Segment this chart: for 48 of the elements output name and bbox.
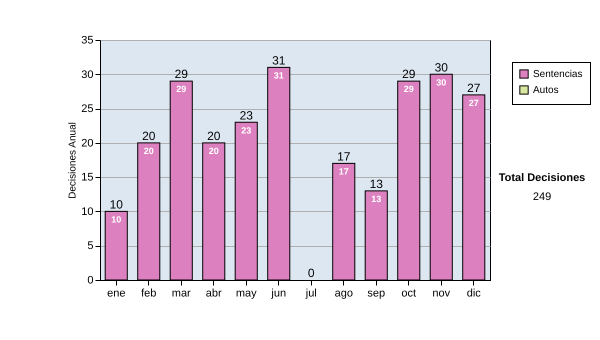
total-label: 20 [207,128,221,143]
data-label: 20 [208,146,219,156]
text: Total Decisiones [498,172,586,184]
x-tick-label: feb [141,288,156,300]
x-tick-label: jun [270,288,286,300]
data-label: 29 [404,84,414,94]
total-label: 13 [370,176,384,191]
y-tick-label: 25 [81,103,94,116]
text: 249 [532,191,552,203]
y-tick-label: 0 [87,274,94,286]
x-tick-label: ago [334,288,353,300]
y-tick-label: 15 [81,172,94,184]
x-tick-label: dic [466,288,482,300]
total-label: 20 [142,128,156,143]
data-label: 30 [436,77,446,88]
total-label: 30 [434,60,448,74]
total-label: 23 [240,108,254,122]
x-tick-label: abr [206,288,222,300]
total-label: 29 [174,67,188,82]
data-label: 31 [274,70,284,80]
total-label: 0 [308,266,315,280]
total-label: 27 [467,80,481,95]
data-label: 13 [371,194,382,204]
legend-label: Sentencias [533,69,582,80]
total-label: 31 [272,53,286,68]
data-label: 29 [176,84,186,94]
y-axis-title: Decisiones Anual [67,122,78,199]
data-label: 23 [241,125,252,136]
total-label: 10 [110,197,124,212]
data-label: 17 [338,166,349,176]
x-tick-label: sep [367,288,386,300]
x-tick-label: nov [432,288,451,300]
x-tick-label: mar [172,288,192,300]
total-label: 29 [402,67,416,82]
total-label: 17 [337,149,351,164]
x-tick-label: ene [107,288,126,300]
data-label: 20 [144,146,154,156]
y-tick-label: 30 [81,68,94,81]
y-tick-label: 5 [87,240,94,252]
legend-label: Autos [533,85,559,96]
x-tick-label: oct [401,288,416,300]
data-label: 27 [468,98,479,108]
y-tick-label: 35 [81,34,94,46]
y-tick-label: 10 [81,206,94,218]
y-tick-label: 20 [81,137,94,150]
x-tick-label: jul [304,288,317,300]
data-label: 10 [111,214,122,224]
x-tick-label: may [236,288,258,300]
